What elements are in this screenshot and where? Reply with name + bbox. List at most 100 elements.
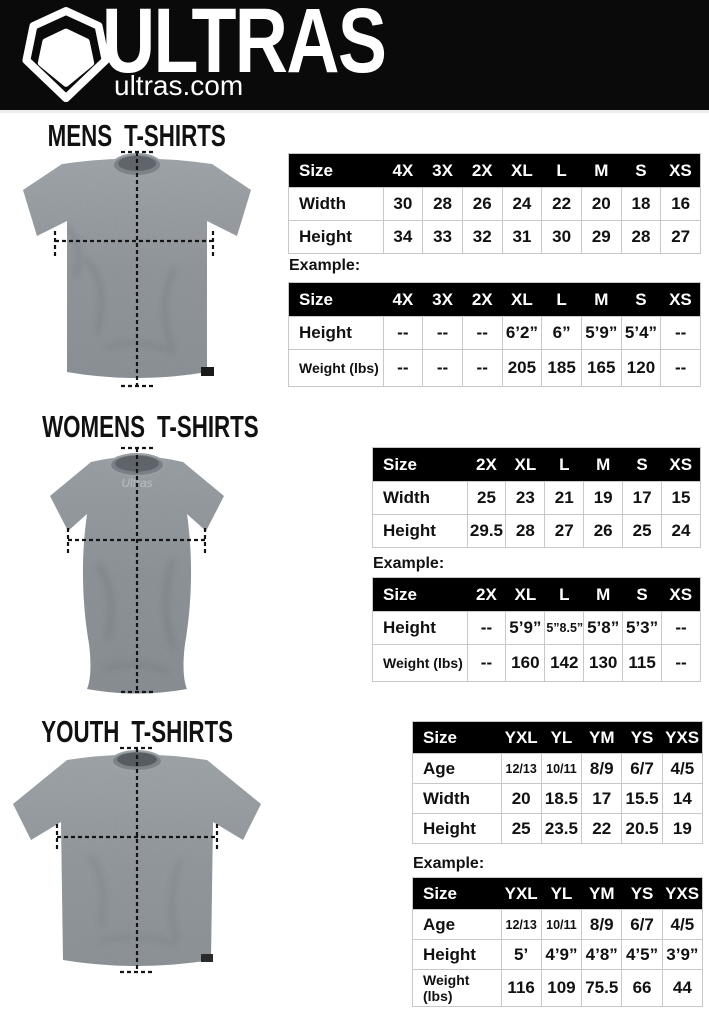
column-header: 4X (383, 282, 423, 317)
cell-value: 25 (500, 813, 542, 844)
cell-value: 4’8” (581, 939, 623, 970)
cell-value: 5’4” (620, 316, 662, 350)
cell-value: 23 (505, 481, 546, 515)
table-header-row: Size YXL YL YM YS YXS (412, 877, 703, 910)
column-header: 3X (422, 282, 463, 317)
cell-value: 19 (661, 813, 704, 844)
cell-value: 33 (422, 220, 463, 254)
cell-value: 20 (580, 187, 622, 221)
site-url[interactable]: ultras.com (114, 70, 244, 101)
youth-hem-tag (201, 954, 213, 962)
cell-value: 5’8” (583, 611, 624, 645)
mens-example-table: Size 4X 3X 2X XL L M S XS Height -- -- -- 6’2” 6” 5’9” 5… (288, 282, 701, 387)
column-header: L (541, 153, 582, 188)
cell-value: 10/11 (540, 753, 583, 784)
row-label: Weight (lbs) (288, 349, 384, 387)
cell-value: 109 (540, 968, 583, 1008)
cell-value: 31 (501, 220, 543, 254)
mens-height-measurement-line (121, 150, 154, 388)
cell-value: 28 (505, 514, 546, 548)
table-header-row: Size YXL YL YM YS YXS (412, 721, 703, 754)
cell-value: 116 (500, 968, 542, 1008)
row-label: Height (372, 514, 468, 548)
cell-value: 23.5 (540, 813, 583, 844)
cell-value: 5’9” (505, 611, 546, 645)
cell-value: 28 (620, 220, 662, 254)
cell-value: 185 (541, 349, 582, 387)
column-header: S (621, 282, 661, 317)
table-row: Weight (lbs) -- 160 142 130 115 -- (372, 644, 701, 682)
cell-value: -- (461, 349, 503, 387)
cell-value: 32 (461, 220, 503, 254)
cell-value: 29 (580, 220, 622, 254)
column-header: YXS (662, 721, 703, 754)
cell-value: 15.5 (621, 783, 663, 814)
column-header: Size (412, 877, 501, 910)
column-header: Size (372, 577, 467, 612)
cell-value: 6’2” (501, 316, 543, 350)
table-row: Age 12/13 10/11 8/9 6/7 4/5 (412, 753, 704, 784)
mens-example-label: Example: (289, 257, 361, 274)
column-header: L (544, 577, 584, 612)
mens-size-table: Size 4X 3X 2X XL L M S XS Width 30 28 26 24 22 20 18 16 He… (288, 153, 701, 254)
cell-value: 24 (661, 514, 701, 548)
cell-value: 4’9” (540, 939, 583, 970)
cell-value: 8/9 (581, 753, 623, 784)
column-header: XS (660, 282, 701, 317)
table-row: Width 20 18.5 17 15.5 14 (412, 783, 704, 814)
cell-value: 18.5 (540, 783, 583, 814)
cell-value: 34 (382, 220, 424, 254)
womens-width-measurement-line (66, 528, 207, 554)
cell-value: 5’ (500, 939, 542, 970)
table-row: Width 30 28 26 24 22 20 18 16 (288, 187, 701, 221)
mens-size-table-wrap: Size 4X 3X 2X XL L M S XS Width 30 28 26 24 22 20 18 16 He… (288, 153, 701, 254)
row-label: Width (372, 481, 468, 515)
cell-value: -- (466, 611, 507, 645)
row-label: Weight (lbs) (412, 968, 502, 1008)
cell-value: 6/7 (621, 909, 663, 940)
womens-tshirt-image: Ultras (50, 446, 224, 694)
cell-value: 30 (382, 187, 424, 221)
youth-size-table-wrap: Size YXL YL YM YS YXS Age 12/13 10/11 8/9 6/7 4/5 Wi… (412, 721, 704, 844)
cell-value: 20.5 (621, 813, 663, 844)
table-header-row: Size 4X 3X 2X XL L M S XS (288, 153, 701, 188)
cell-value: 3’9” (661, 939, 704, 970)
column-header: YL (541, 877, 582, 910)
column-header: XL (502, 153, 542, 188)
table-row: Weight (lbs) 116 109 75.5 66 44 (412, 968, 704, 1008)
cell-value: 44 (661, 968, 704, 1008)
row-label: Height (412, 939, 502, 970)
cell-value: -- (382, 316, 424, 350)
mens-example-table-wrap: Size 4X 3X 2X XL L M S XS Height -- -- -- 6’2” 6” 5’9” 5… (288, 282, 701, 387)
table-header-row: Size 2X XL L M S XS (372, 577, 701, 612)
womens-section-title: WOMENS T-SHIRTS (42, 409, 259, 444)
column-header: M (581, 282, 622, 317)
womens-size-table-wrap: Size 2X XL L M S XS Width 25 23 21 19 17 15 Height 29.5… (372, 447, 701, 548)
cell-value: -- (660, 349, 701, 387)
cell-value: 160 (505, 644, 546, 682)
mens-hem-tag (201, 367, 214, 376)
youth-tshirt-image (13, 746, 261, 974)
cell-value: -- (660, 316, 701, 350)
mens-section-title: MENS T-SHIRTS (47, 118, 227, 153)
row-label: Height (288, 316, 384, 350)
column-header: XL (505, 447, 545, 482)
table-row: Height 29.5 28 27 26 25 24 (372, 514, 701, 548)
column-header: 3X (422, 153, 463, 188)
cell-value: 28 (422, 187, 463, 221)
column-header: YXL (501, 721, 542, 754)
cell-value: 27 (660, 220, 701, 254)
table-row: Height 25 23.5 22 20.5 19 (412, 813, 704, 844)
cell-value: 4’5” (621, 939, 663, 970)
column-header: YXL (501, 877, 542, 910)
cell-value: 26 (461, 187, 503, 221)
column-header: XL (505, 577, 545, 612)
table-row: Height -- 5’9” 5”8.5” 5’8” 5’3” -- (372, 611, 701, 645)
row-label: Width (288, 187, 384, 221)
cell-value: 25 (622, 514, 663, 548)
column-header: YS (621, 877, 663, 910)
ultras-pentagon-logo-icon[interactable] (22, 6, 110, 104)
mens-width-measurement-line (53, 231, 215, 256)
column-header: YXS (662, 877, 703, 910)
column-header: L (541, 282, 582, 317)
